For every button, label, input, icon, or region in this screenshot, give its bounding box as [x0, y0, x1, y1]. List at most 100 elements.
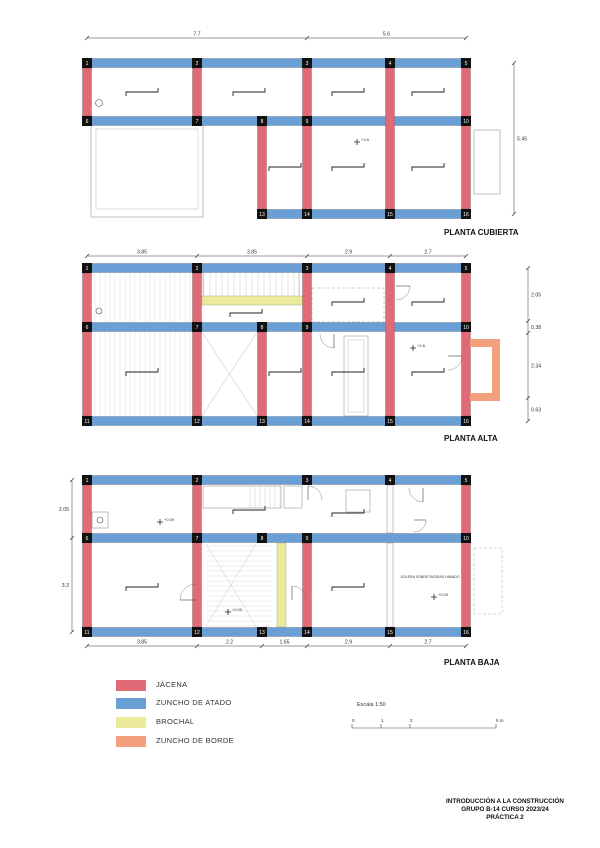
dimension-tick: [525, 395, 531, 401]
door-swing: [307, 485, 323, 501]
dimension-label: 2.7: [424, 250, 431, 256]
jacena: [302, 272, 312, 417]
dimension-label: 3.85: [137, 640, 147, 646]
door-arc: [179, 583, 197, 601]
dimension-tick: [69, 629, 75, 635]
zuncho-atado: [86, 322, 467, 332]
column-label: 6: [86, 536, 89, 542]
column-11: [82, 627, 92, 637]
column-label: 5: [465, 266, 468, 272]
column-16: [461, 416, 471, 426]
column-label: 15: [387, 212, 393, 218]
column-label: 1: [86, 61, 89, 67]
legend-label: JÁCENA: [156, 680, 188, 689]
zuncho-atado: [86, 263, 467, 273]
level-mark: [431, 594, 437, 600]
column-label: 9: [306, 119, 309, 125]
door-swing: [408, 487, 424, 503]
scale-tick-label: 5 m: [496, 718, 504, 723]
scale-tick-label: 2: [410, 718, 413, 723]
zuncho-atado: [86, 116, 467, 126]
dimension-label: 2.9: [345, 640, 352, 646]
plan-title-baja: PLANTA BAJA: [444, 658, 500, 667]
fixture-outline: [91, 511, 109, 529]
plan-cubierta: 1 2 3 4 5 6 7 8 9 10 13 14 15 16 +3.8 7.7 5.6 5.45: [82, 32, 527, 219]
legend-swatch-jacena: [116, 680, 146, 691]
dimension-label: 2.7: [424, 640, 431, 646]
column-6: [82, 116, 92, 126]
column-3: [302, 263, 312, 273]
fixture-outline: [345, 489, 371, 513]
column-12: [192, 627, 202, 637]
level-label: +0.00: [164, 517, 175, 522]
column-14: [302, 209, 312, 219]
column-label: 1: [86, 478, 89, 484]
stair-outline: [202, 485, 282, 509]
column-label: 4: [389, 266, 392, 272]
dimension-label: 3.85: [137, 250, 147, 256]
jacena: [192, 484, 202, 628]
dimension-tick: [84, 253, 90, 259]
zuncho-atado: [86, 533, 467, 543]
column-3: [302, 58, 312, 68]
dimension-tick: [525, 318, 531, 324]
column-label: 14: [304, 419, 310, 425]
dimension-label: 2.2: [226, 640, 233, 646]
slab-span-arrow: [232, 88, 266, 96]
jacena: [257, 331, 267, 417]
legend-label: ZUNCHO DE ATADO: [156, 698, 232, 707]
column-10: [461, 116, 471, 126]
column-4: [385, 263, 395, 273]
column-label: 7: [196, 119, 199, 125]
column-label: 2: [196, 266, 199, 272]
slab-span-arrow: [331, 298, 365, 306]
dimension-tick: [463, 35, 469, 41]
dimension-label: 0.63: [531, 408, 541, 414]
column-label: 15: [387, 630, 393, 636]
shaft-inner: [347, 339, 365, 413]
drain-icon: [96, 516, 104, 524]
door-swing: [319, 333, 335, 349]
column-label: 7: [196, 325, 199, 331]
legend-label: ZUNCHO DE BORDE: [156, 736, 234, 745]
column-2: [192, 475, 202, 485]
level-mark: [354, 139, 360, 145]
legend-item-zuncho-borde: ZUNCHO DE BORDE: [116, 734, 276, 750]
legend-item-jacena: JÁCENA: [116, 678, 276, 694]
door-swing: [291, 585, 307, 601]
balcony-outline: [473, 129, 501, 195]
jacena: [257, 125, 267, 210]
column-label: 11: [84, 419, 89, 425]
slab-span-arrow: [331, 88, 365, 96]
legend-item-brochal: BROCHAL: [116, 715, 276, 731]
slab-span-arrow: [125, 88, 159, 96]
brochal: [201, 295, 304, 306]
jacena: [461, 272, 471, 417]
column-label: 4: [389, 478, 392, 484]
zuncho-atado: [86, 416, 467, 426]
slab-span-arrow: [331, 368, 365, 376]
column-5: [461, 475, 471, 485]
legend-swatch-brochal: [116, 717, 146, 728]
slab-span-arrow: [411, 88, 445, 96]
wall: [386, 484, 394, 534]
jacena: [302, 67, 312, 210]
slab-span-arrow: [229, 309, 263, 317]
drain-icon: [95, 99, 103, 107]
course-title: INTRODUCCIÓN A LA CONSTRUCCIÓN: [446, 798, 564, 805]
column-label: 14: [304, 630, 310, 636]
stair-line: [205, 543, 257, 627]
level-mark: [225, 609, 231, 615]
zuncho-atado: [86, 475, 467, 485]
column-label: 5: [465, 478, 468, 484]
terrace-outline: [90, 124, 204, 218]
column-14: [302, 627, 312, 637]
column-15: [385, 627, 395, 637]
column-8: [257, 116, 267, 126]
door-arc: [291, 585, 307, 601]
dimension-tick: [463, 643, 469, 649]
jacena: [192, 67, 202, 117]
scale-tick-label: 0: [352, 718, 355, 723]
